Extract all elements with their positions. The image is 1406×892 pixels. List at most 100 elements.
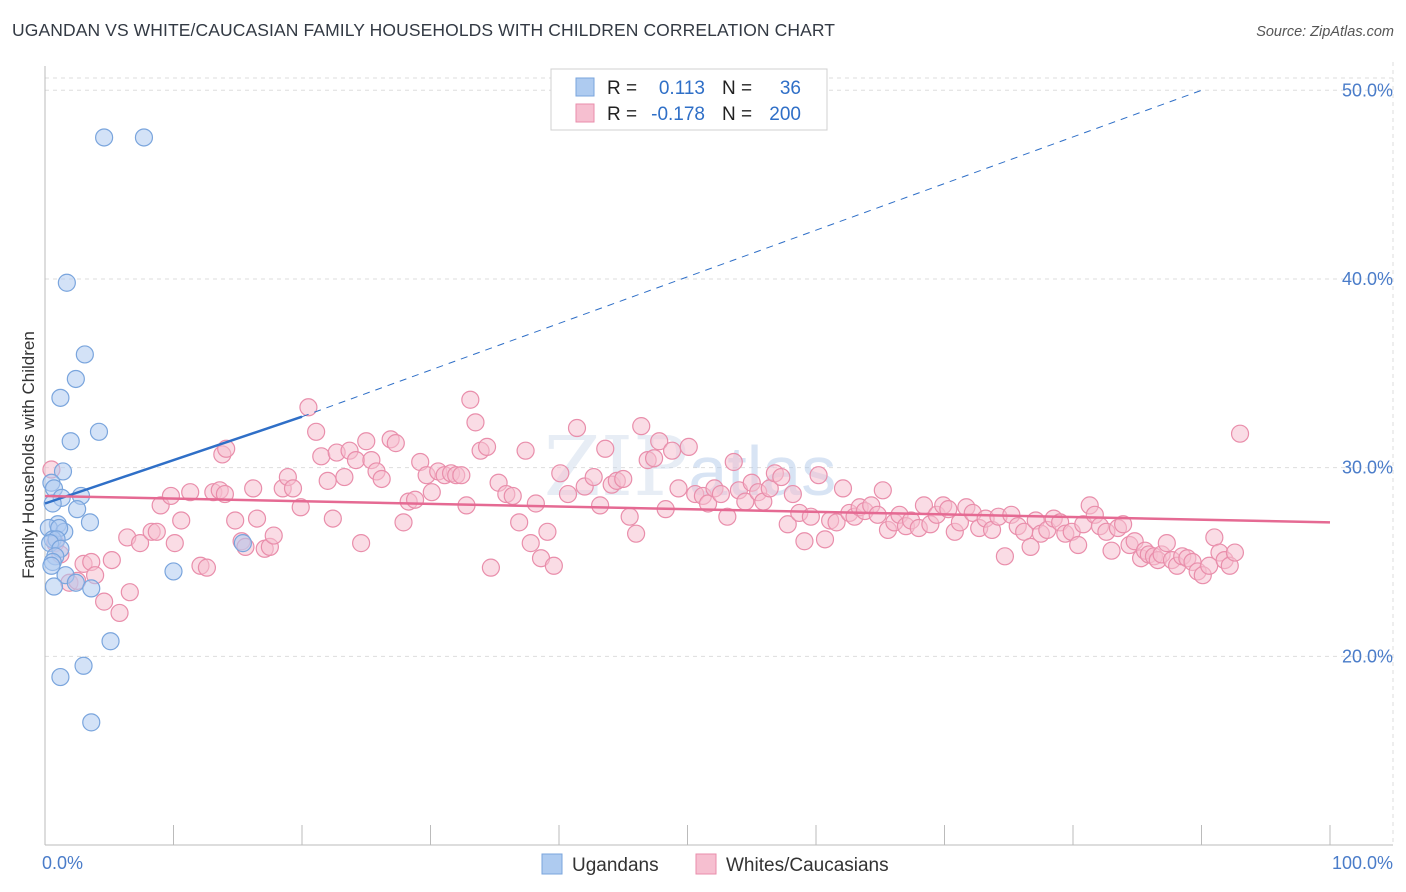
- whites-point-133: [868, 505, 887, 524]
- whites-point-197: [1230, 424, 1250, 443]
- whites-point-10: [110, 603, 129, 623]
- ugandans-point-15: [80, 513, 100, 532]
- legend-r-value-pink: -0.178: [651, 104, 705, 125]
- whites-point-20: [181, 483, 200, 502]
- legend-n-label-pink: N =: [722, 104, 752, 125]
- whites-point-55: [386, 434, 405, 453]
- whites-point-18: [165, 534, 184, 553]
- whites-point-48: [346, 451, 366, 470]
- whites-point-82: [544, 556, 563, 575]
- whites-point-41: [307, 422, 326, 441]
- whites-point-77: [516, 441, 535, 460]
- whites-point-183: [1157, 534, 1176, 553]
- whites-point-95: [632, 417, 651, 436]
- whites-point-87: [584, 467, 603, 487]
- whites-point-119: [783, 484, 802, 504]
- ugandans-trend-line: [44, 415, 303, 505]
- whites-point-85: [567, 418, 587, 438]
- whites-point-196: [1225, 543, 1245, 562]
- whites-point-94: [626, 524, 646, 543]
- whites-point-121: [795, 532, 814, 551]
- whites-point-49: [352, 534, 371, 553]
- y-tick-label-0: 20.0%: [1342, 646, 1393, 666]
- x-tick-label-1: 100.0%: [1332, 853, 1393, 873]
- whites-point-19: [172, 511, 191, 530]
- y-tick-label-1: 30.0%: [1342, 458, 1393, 478]
- whites-point-76: [510, 513, 529, 532]
- series-legend: Ugandans Whites/Caucasians: [541, 853, 889, 876]
- ugandans-point-33: [101, 632, 120, 651]
- whites-point-93: [620, 507, 639, 526]
- whites-point-92: [614, 469, 633, 489]
- chart-title: UGANDAN VS WHITE/CAUCASIAN FAMILY HOUSEH…: [12, 20, 836, 40]
- ugandans-point-26: [42, 556, 61, 575]
- bottom-legend-label-ugandans: Ugandans: [572, 855, 659, 876]
- whites-point-15: [147, 522, 166, 541]
- y-tick-label-3: 50.0%: [1342, 80, 1393, 100]
- whites-point-78: [521, 534, 540, 553]
- whites-point-38: [283, 479, 303, 498]
- whites-point-68: [461, 390, 480, 409]
- whites-point-22: [197, 558, 217, 577]
- legend-n-value-pink: 200: [769, 104, 801, 125]
- whites-point-88: [591, 496, 610, 515]
- series-ugandans-points: [39, 128, 252, 732]
- whites-point-105: [698, 494, 718, 513]
- x-tick-labels: 0.0% 100.0%: [42, 853, 1393, 873]
- ugandans-point-2: [57, 273, 76, 292]
- whites-trend-line: [44, 494, 1331, 524]
- ugandans-point-8: [53, 462, 73, 481]
- ugandans-point-36: [82, 713, 101, 732]
- whites-point-42: [312, 447, 331, 466]
- whites-point-117: [772, 467, 791, 487]
- whites-point-89: [596, 439, 615, 458]
- ugandans-trend-extension: [301, 89, 1202, 418]
- ugandans-point-14: [68, 500, 87, 519]
- whites-point-101: [669, 479, 688, 498]
- whites-point-172: [1102, 541, 1121, 560]
- whites-point-56: [394, 513, 413, 532]
- whites-point-174: [1114, 515, 1133, 534]
- whites-point-109: [724, 452, 743, 472]
- whites-point-102: [679, 437, 698, 456]
- whites-point-43: [318, 471, 337, 490]
- whites-point-81: [538, 522, 557, 541]
- whites-point-84: [558, 484, 578, 504]
- ugandans-point-1: [134, 128, 154, 147]
- ugandans-point-30: [44, 577, 64, 596]
- whites-point-127: [833, 479, 853, 498]
- whites-point-83: [551, 464, 570, 483]
- whites-point-118: [778, 515, 797, 534]
- legend-swatch-pink: [575, 103, 595, 123]
- ugandans-point-28: [66, 573, 85, 592]
- legend-swatch-blue: [575, 77, 595, 97]
- whites-point-13: [130, 534, 150, 553]
- bottom-legend-swatch-blue: [541, 853, 563, 875]
- ugandans-point-3: [75, 345, 94, 364]
- whites-point-8: [95, 592, 114, 611]
- source-credit: Source: ZipAtlas.com: [1256, 24, 1394, 40]
- whites-point-71: [477, 437, 497, 456]
- whites-point-32: [247, 509, 267, 528]
- ugandans-point-4: [66, 369, 85, 389]
- bottom-legend-swatch-pink: [695, 853, 717, 875]
- legend-n-value-blue: 36: [780, 78, 801, 99]
- whites-point-58: [405, 490, 425, 509]
- whites-point-108: [718, 507, 737, 526]
- whites-point-35: [264, 526, 283, 545]
- whites-point-124: [815, 530, 835, 549]
- ugandans-point-0: [95, 128, 114, 147]
- whites-point-166: [1069, 535, 1088, 555]
- whites-point-28: [226, 511, 245, 530]
- whites-point-31: [244, 479, 263, 498]
- whites-point-75: [503, 486, 522, 506]
- legend-r-value-blue: 0.113: [659, 78, 705, 99]
- ugandans-point-7: [61, 432, 80, 451]
- trend-lines: [44, 89, 1331, 524]
- ugandans-point-5: [51, 388, 70, 407]
- whites-point-50: [357, 432, 376, 451]
- correlation-legend: R = 0.113 N = 36 R = -0.178 N = 200: [550, 68, 828, 131]
- ugandans-point-6: [89, 422, 109, 441]
- whites-point-79: [526, 494, 545, 513]
